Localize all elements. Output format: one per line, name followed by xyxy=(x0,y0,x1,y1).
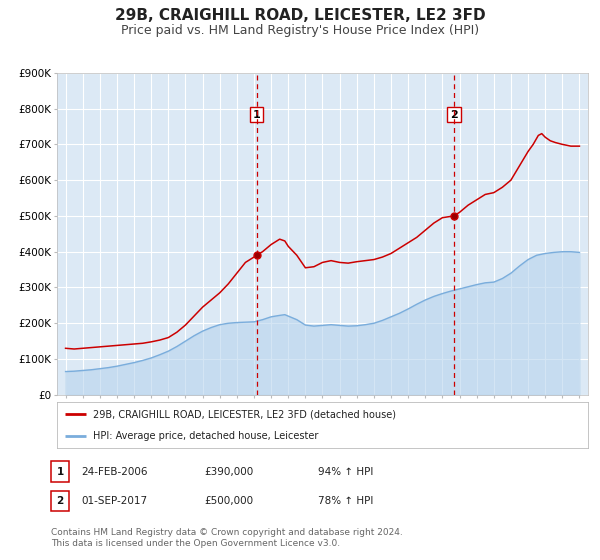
Text: 1: 1 xyxy=(56,466,64,477)
Text: 24-FEB-2006: 24-FEB-2006 xyxy=(81,466,148,477)
Text: 2: 2 xyxy=(450,110,458,120)
Text: Price paid vs. HM Land Registry's House Price Index (HPI): Price paid vs. HM Land Registry's House … xyxy=(121,24,479,36)
Text: 78% ↑ HPI: 78% ↑ HPI xyxy=(318,496,373,506)
Text: 29B, CRAIGHILL ROAD, LEICESTER, LE2 3FD (detached house): 29B, CRAIGHILL ROAD, LEICESTER, LE2 3FD … xyxy=(93,409,396,419)
Text: £390,000: £390,000 xyxy=(204,466,253,477)
Text: 1: 1 xyxy=(253,110,260,120)
Text: 01-SEP-2017: 01-SEP-2017 xyxy=(81,496,147,506)
Text: 2: 2 xyxy=(56,496,64,506)
Text: 94% ↑ HPI: 94% ↑ HPI xyxy=(318,466,373,477)
Text: HPI: Average price, detached house, Leicester: HPI: Average price, detached house, Leic… xyxy=(93,431,319,441)
Text: 29B, CRAIGHILL ROAD, LEICESTER, LE2 3FD: 29B, CRAIGHILL ROAD, LEICESTER, LE2 3FD xyxy=(115,8,485,24)
Text: Contains HM Land Registry data © Crown copyright and database right 2024.
This d: Contains HM Land Registry data © Crown c… xyxy=(51,528,403,548)
Text: £500,000: £500,000 xyxy=(204,496,253,506)
